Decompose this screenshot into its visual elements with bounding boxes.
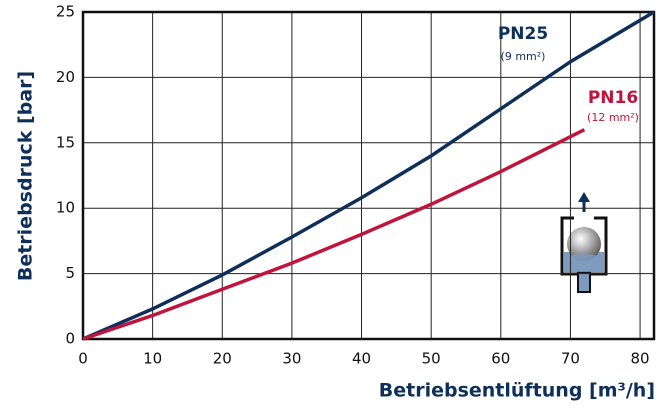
x-tick-label: 30 [282, 350, 301, 368]
valve-icon [560, 192, 608, 293]
series-label: PN25 [498, 24, 548, 44]
series-label: PN16 [588, 88, 638, 108]
x-tick-label: 0 [78, 350, 88, 368]
y-axis-title: Betriebsdruck [bar] [15, 71, 37, 281]
x-tick-label: 60 [491, 350, 510, 368]
x-tick-label: 50 [422, 350, 441, 368]
x-tick-label: 80 [631, 350, 650, 368]
y-tick-label: 15 [56, 133, 75, 151]
x-axis-title: Betriebsentlüftung [m³/h] [379, 380, 655, 402]
x-tick-label: 40 [352, 350, 371, 368]
annotation: (12 mm²) [587, 111, 639, 124]
x-tick-label: 20 [213, 350, 232, 368]
annotation: (9 mm²) [501, 50, 546, 63]
plot-frame [81, 10, 656, 341]
line [82, 128, 586, 341]
y-tick-label: 5 [65, 264, 75, 282]
x-tick-label: 70 [561, 350, 580, 368]
x-tick-label: 10 [143, 350, 162, 368]
y-tick-label: 0 [65, 330, 75, 348]
y-tick-label: 10 [56, 199, 75, 217]
line [82, 10, 655, 341]
y-tick-label: 20 [56, 68, 75, 86]
y-tick-label: 25 [56, 3, 75, 21]
